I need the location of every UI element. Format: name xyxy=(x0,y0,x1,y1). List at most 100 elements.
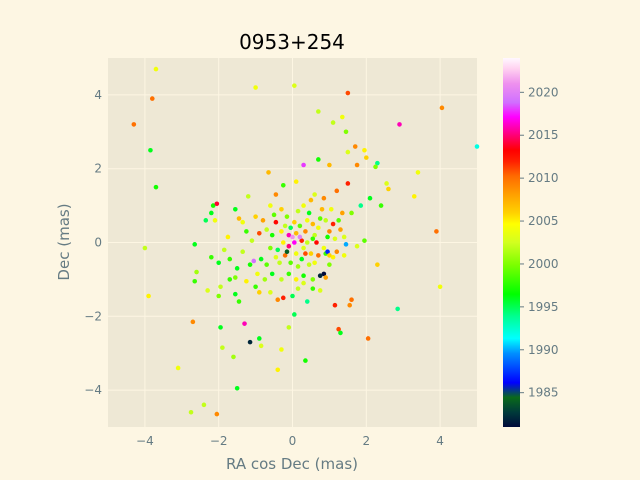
data-point xyxy=(286,243,292,249)
data-point xyxy=(314,240,319,245)
data-point xyxy=(299,256,305,262)
data-point xyxy=(323,218,329,223)
data-point xyxy=(343,129,349,135)
data-point xyxy=(321,271,327,277)
data-point xyxy=(205,288,210,293)
data-point xyxy=(251,258,257,264)
x-tick-label: 0 xyxy=(289,434,297,448)
data-point xyxy=(288,225,293,231)
data-point xyxy=(365,336,371,341)
data-point xyxy=(275,247,281,253)
data-point xyxy=(375,160,380,166)
data-point xyxy=(268,203,273,208)
data-point xyxy=(395,306,400,312)
data-point xyxy=(411,194,417,199)
data-point xyxy=(292,240,297,245)
data-point xyxy=(242,321,247,326)
data-point xyxy=(146,293,151,299)
data-point xyxy=(301,280,306,286)
data-point xyxy=(304,240,310,245)
data-point xyxy=(327,262,332,267)
data-point xyxy=(258,256,264,262)
data-point xyxy=(284,214,290,219)
data-point xyxy=(221,247,227,253)
colorbar-tick-label: 2015 xyxy=(528,128,559,142)
x-axis-label: RA cos Dec (mas) xyxy=(226,455,358,473)
data-point xyxy=(325,234,330,240)
chart-title: 0953+254 xyxy=(239,30,345,54)
data-point xyxy=(256,230,262,236)
y-tick-label: 4 xyxy=(94,88,102,102)
data-point xyxy=(280,183,286,188)
data-point xyxy=(347,302,352,308)
data-point xyxy=(378,203,384,208)
data-point xyxy=(280,295,286,301)
y-tick-label: 0 xyxy=(94,236,102,250)
data-point xyxy=(260,218,266,223)
data-point xyxy=(225,234,231,240)
data-point xyxy=(437,284,443,290)
data-point xyxy=(279,347,284,352)
colorbar-tick-label: 2000 xyxy=(528,257,559,271)
data-point xyxy=(375,262,380,267)
data-point xyxy=(190,319,196,325)
data-point xyxy=(290,293,295,299)
data-point xyxy=(245,194,251,199)
data-point xyxy=(295,264,301,269)
data-point xyxy=(142,245,148,251)
data-point xyxy=(256,336,262,341)
data-point xyxy=(286,232,292,238)
data-point xyxy=(249,238,255,243)
data-point xyxy=(321,245,327,251)
x-axis-ticks: −4 −2 0 2 4 xyxy=(136,434,444,448)
data-point xyxy=(434,229,439,234)
data-point xyxy=(201,402,207,408)
data-point xyxy=(310,221,316,227)
data-point xyxy=(192,242,198,247)
x-tick-label: −2 xyxy=(210,434,228,448)
data-point xyxy=(321,195,327,201)
data-point xyxy=(334,188,340,194)
data-point xyxy=(297,234,303,240)
data-point xyxy=(310,236,316,242)
data-point xyxy=(328,206,334,212)
data-point xyxy=(308,197,314,203)
data-point xyxy=(364,155,369,160)
colorbar-tick-label: 1995 xyxy=(528,300,559,314)
data-point xyxy=(279,206,284,212)
data-point xyxy=(240,219,245,225)
data-point xyxy=(273,254,279,260)
data-point xyxy=(332,236,338,242)
data-point xyxy=(282,223,288,229)
data-point xyxy=(340,210,345,216)
data-point xyxy=(218,284,223,290)
data-point xyxy=(292,312,297,317)
data-point xyxy=(352,144,358,149)
data-point xyxy=(253,85,258,90)
data-point xyxy=(299,238,305,243)
data-point xyxy=(354,162,360,168)
data-point xyxy=(415,170,421,175)
data-point xyxy=(231,354,236,360)
data-point xyxy=(203,218,209,223)
x-tick-label: −4 xyxy=(136,434,154,448)
data-point xyxy=(266,170,271,175)
y-axis-ticks: −4 −2 0 2 4 xyxy=(84,88,102,397)
data-point xyxy=(253,284,258,290)
data-point xyxy=(233,206,238,212)
data-point xyxy=(304,299,310,304)
data-point xyxy=(301,245,306,251)
data-point xyxy=(341,234,347,240)
colorbar-tick-label: 2005 xyxy=(528,214,559,228)
data-point xyxy=(210,203,216,208)
data-point xyxy=(312,192,317,197)
data-point xyxy=(292,83,297,88)
data-point xyxy=(362,147,367,153)
data-point xyxy=(236,216,242,221)
data-point xyxy=(397,122,402,127)
data-point xyxy=(384,181,389,186)
data-point xyxy=(286,325,292,330)
data-point xyxy=(316,225,321,231)
data-point xyxy=(316,253,321,258)
data-point xyxy=(253,214,258,219)
